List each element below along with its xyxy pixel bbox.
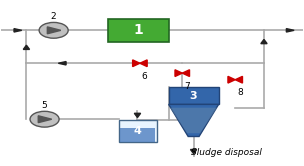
Text: 3: 3 <box>190 91 197 101</box>
Polygon shape <box>133 60 140 67</box>
Polygon shape <box>228 76 235 83</box>
Polygon shape <box>182 70 189 77</box>
Polygon shape <box>235 76 243 83</box>
Polygon shape <box>191 150 197 154</box>
Polygon shape <box>134 113 141 118</box>
Polygon shape <box>58 62 66 65</box>
Polygon shape <box>23 45 29 49</box>
Bar <box>169 87 219 104</box>
Polygon shape <box>140 60 147 67</box>
Text: 1: 1 <box>133 23 143 37</box>
Text: 4: 4 <box>134 126 142 136</box>
Text: 6: 6 <box>141 72 147 81</box>
Bar <box>119 120 157 142</box>
Polygon shape <box>38 116 52 123</box>
Text: Sludge disposal: Sludge disposal <box>191 148 262 157</box>
Bar <box>108 19 169 42</box>
Circle shape <box>30 111 59 127</box>
Polygon shape <box>47 27 61 34</box>
Text: 7: 7 <box>184 82 189 91</box>
Polygon shape <box>169 104 219 136</box>
Text: 8: 8 <box>238 88 244 97</box>
Circle shape <box>39 22 68 38</box>
Text: 2: 2 <box>51 12 57 21</box>
Polygon shape <box>14 29 22 32</box>
Text: 5: 5 <box>42 101 47 110</box>
Polygon shape <box>170 108 217 133</box>
Polygon shape <box>175 70 182 77</box>
Polygon shape <box>261 40 267 44</box>
Bar <box>120 128 155 142</box>
Polygon shape <box>286 29 294 32</box>
